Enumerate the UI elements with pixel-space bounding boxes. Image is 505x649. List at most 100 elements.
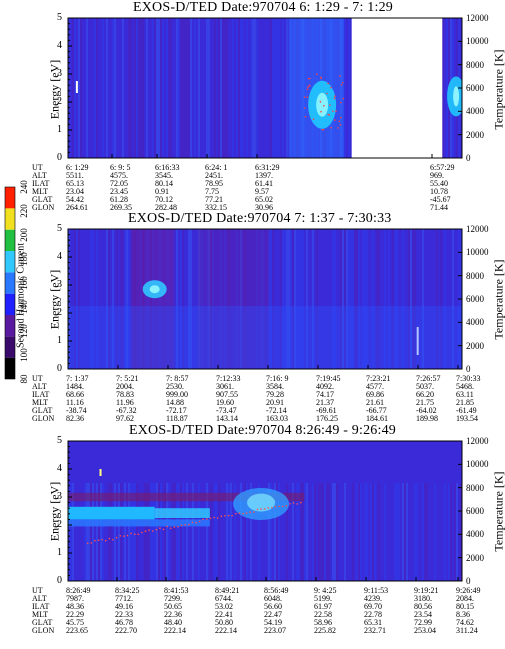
spectrogram-column [344, 18, 346, 158]
spectrogram-column [208, 229, 210, 369]
temperature-point [253, 511, 255, 513]
spectrogram-column [452, 229, 454, 369]
spectrogram-column [224, 229, 226, 369]
ephemeris-row-label: ALT [32, 594, 47, 603]
temperature-point [333, 97, 336, 100]
spectrogram-column [206, 229, 208, 369]
spectrogram-column [302, 441, 304, 581]
ytick-label: 3 [57, 491, 62, 502]
ephemeris-row-label: GLON [32, 414, 55, 423]
ephemeris-value: 23.54 [414, 610, 432, 619]
spectrogram-column [72, 18, 74, 158]
ephemeris-value: 9: 4:25 [314, 586, 337, 595]
temperature-point [320, 110, 322, 113]
spectrogram-column [198, 18, 200, 158]
temperature-point [213, 516, 215, 519]
ephemeris-value: 65.13 [66, 179, 84, 188]
spectrogram-column [364, 441, 366, 581]
temperature-point [285, 504, 288, 507]
cold-plasma-band [68, 506, 155, 520]
spectrogram-column [270, 18, 272, 158]
temperature-point [274, 505, 277, 508]
ytick-label: 3 [57, 279, 62, 290]
spectrogram-column [180, 18, 182, 158]
ephemeris-value: 4575. [110, 171, 128, 180]
temperature-point [108, 537, 111, 540]
spectrogram-column [332, 441, 334, 581]
ytick-label: 1 [57, 547, 62, 558]
ephemeris-value: 6:16:33 [155, 163, 180, 172]
data-spike [416, 327, 419, 355]
ephemeris-value: 253.04 [414, 626, 436, 635]
spectrogram-column [238, 18, 240, 158]
temperature-point [267, 507, 270, 509]
spectrogram-column [356, 441, 358, 581]
spectrogram-column [290, 229, 292, 369]
spectrogram-column [154, 18, 156, 158]
ephemeris-value: -69.61 [316, 406, 337, 415]
temperature-point [307, 86, 309, 88]
ephemeris-value: 54.19 [264, 618, 282, 627]
temperature-point [271, 506, 273, 509]
spectrogram-column [226, 441, 228, 581]
ytick-label: 5 [57, 435, 62, 446]
ephemeris-value: 53.02 [215, 602, 233, 611]
spectrogram-column [188, 229, 190, 369]
spectrogram-column [396, 229, 398, 369]
spectrogram-column [166, 18, 168, 158]
high-energy-band [68, 441, 462, 483]
ephemeris-value: 332.15 [205, 203, 227, 212]
ephemeris-value: 48.40 [164, 618, 182, 627]
ephemeris-value: 9:26:49 [456, 586, 481, 595]
temperature-point [326, 92, 328, 95]
colorbar-tick-label: 220 [19, 204, 29, 218]
temperature-point [119, 535, 122, 537]
spectrogram-column [194, 18, 196, 158]
ephemeris-value: 22.41 [215, 610, 233, 619]
spectrogram-column [176, 18, 178, 158]
ephemeris-value: 65.02 [255, 195, 273, 204]
spectrogram-column [228, 229, 230, 369]
spectrogram-column [184, 18, 186, 158]
temperature-point [227, 514, 230, 517]
ephemeris-value: 72.05 [110, 179, 128, 188]
temperature-point [234, 512, 237, 515]
ephemeris-value: 50.65 [164, 602, 182, 611]
temperature-point [130, 532, 132, 535]
spectrogram-column [342, 229, 344, 369]
spectrogram-column [102, 18, 104, 158]
temperature-point [308, 84, 311, 87]
temperature-point [123, 535, 125, 537]
ephemeris-value: 61.97 [314, 602, 332, 611]
temperature-point [191, 521, 194, 524]
ephemeris-value: 7299. [164, 594, 182, 603]
spectrogram-column [376, 229, 378, 369]
spectrogram-column [216, 441, 218, 581]
ephemeris-value: 69.86 [366, 390, 384, 399]
temperature-point [329, 104, 331, 106]
temperature-point [327, 113, 329, 116]
colorbar-tick-label: 100 [19, 348, 29, 362]
spectrogram-column [158, 18, 160, 158]
ytick-label: 0 [57, 575, 62, 586]
ephemeris-row-label: ILAT [32, 179, 50, 188]
spectrogram-column [298, 229, 300, 369]
ephemeris-value: 21.37 [316, 398, 334, 407]
ephemeris-row-label: MLT [32, 610, 49, 619]
spectrogram-column [138, 18, 140, 158]
spectrogram-column [344, 441, 346, 581]
ephemeris-value: 78.95 [205, 179, 223, 188]
ytick-label: 2 [57, 307, 62, 318]
cold-plasma-band [68, 519, 210, 527]
spectrogram-column [112, 18, 114, 158]
temperature-point [338, 75, 341, 77]
ephemeris-value: 8:56:49 [264, 586, 289, 595]
spectrogram-column [96, 18, 98, 158]
temperature-point [104, 539, 107, 542]
spectrogram-column [334, 441, 336, 581]
spectrogram-column [392, 229, 394, 369]
temperature-point [303, 107, 306, 109]
ephemeris-value: 7.75 [205, 187, 219, 196]
colorbar-segment [5, 187, 15, 209]
ephemeris-value: -45.67 [430, 195, 451, 204]
